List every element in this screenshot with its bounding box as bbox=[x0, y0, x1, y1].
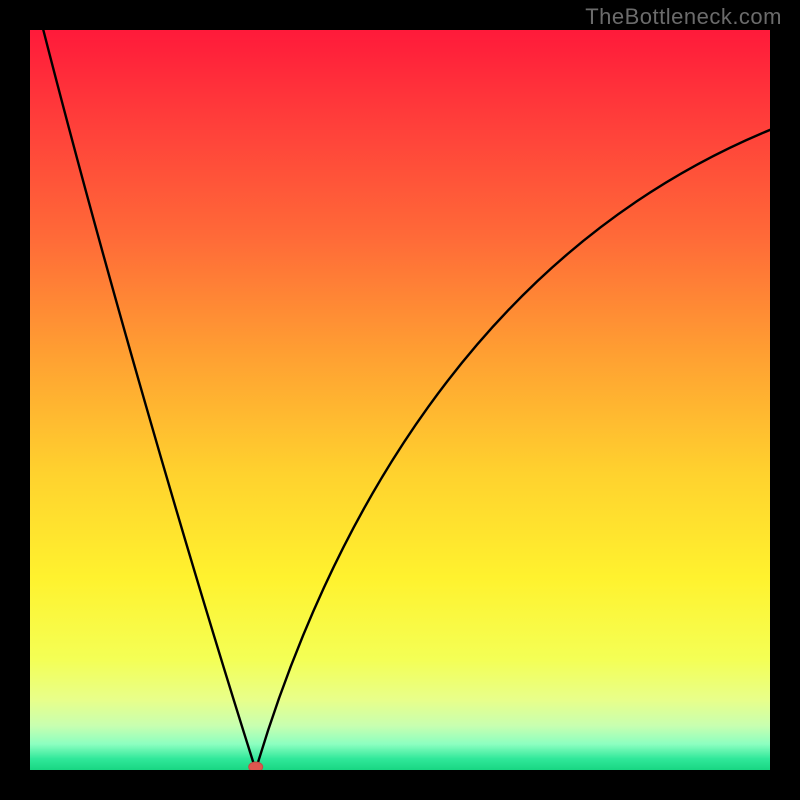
plot-area bbox=[30, 30, 770, 770]
watermark-text: TheBottleneck.com bbox=[585, 4, 782, 30]
gradient-background bbox=[30, 30, 770, 770]
chart-container: TheBottleneck.com bbox=[0, 0, 800, 800]
